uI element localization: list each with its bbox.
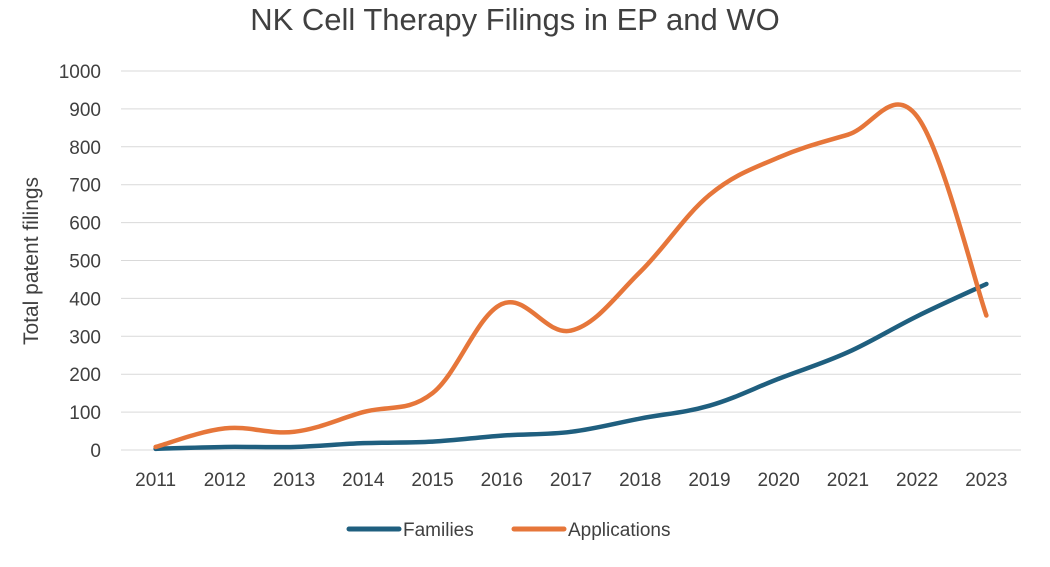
y-tick-label: 300: [69, 327, 101, 348]
x-tick-label: 2013: [273, 470, 315, 491]
data-point-families: [569, 429, 573, 434]
y-axis-label: Total patent filings: [20, 177, 43, 345]
x-axis-ticks: 2011 2012 2013 2014 2015 2016 2017 2018 2019 2020…: [135, 470, 1007, 491]
y-tick-label: 400: [69, 289, 101, 310]
x-tick-label: 2023: [965, 470, 1007, 491]
x-tick-label: 2014: [342, 470, 385, 491]
x-tick-label: 2022: [896, 470, 938, 491]
x-tick-label: 2019: [688, 470, 730, 491]
y-tick-label: 200: [69, 365, 101, 386]
x-tick-label: 2017: [550, 470, 592, 491]
y-tick-label: 1000: [59, 62, 101, 83]
y-axis-ticks: 0 100 200 300 400 500 600 700 800 900 1000: [59, 62, 101, 462]
data-point-families: [984, 281, 989, 286]
data-point-applications: [499, 302, 504, 307]
data-point-applications: [707, 192, 712, 197]
x-tick-label: 2011: [135, 470, 176, 491]
series-line-applications: [153, 102, 989, 450]
data-point-applications: [569, 328, 573, 333]
y-tick-label: 700: [69, 176, 101, 197]
data-point-families: [776, 376, 781, 381]
y-tick-label: 500: [69, 252, 101, 273]
series: [153, 102, 989, 452]
data-point-families: [707, 403, 712, 408]
data-point-applications: [222, 426, 227, 431]
y-tick-label: 800: [69, 138, 101, 159]
data-point-families: [499, 433, 504, 438]
data-point-applications: [984, 313, 989, 318]
data-point-families: [292, 444, 297, 449]
legend: Families Applications: [346, 520, 670, 541]
x-tick-label: 2021: [827, 470, 869, 491]
chart-title: NK Cell Therapy Filings in EP and WO: [250, 2, 780, 37]
data-point-applications: [430, 391, 435, 396]
legend-label-families: Families: [403, 520, 474, 541]
data-point-applications: [361, 410, 366, 415]
data-point-applications: [153, 444, 158, 449]
data-point-applications: [845, 132, 850, 137]
data-point-families: [222, 444, 227, 449]
legend-label-applications: Applications: [568, 520, 670, 541]
data-point-applications: [915, 114, 920, 119]
legend-item-applications: Applications: [511, 520, 670, 541]
legend-item-families: Families: [346, 520, 474, 541]
data-point-families: [430, 439, 435, 444]
data-point-families: [638, 416, 643, 421]
data-point-families: [361, 441, 366, 446]
data-point-applications: [776, 155, 781, 160]
series-line-families: [153, 281, 989, 452]
data-point-families: [915, 314, 920, 319]
data-point-applications: [638, 269, 643, 274]
gridlines: [121, 70, 1021, 451]
x-tick-label: 2018: [619, 470, 661, 491]
x-tick-label: 2015: [411, 470, 453, 491]
y-tick-label: 0: [90, 441, 101, 462]
data-point-families: [845, 350, 850, 355]
x-tick-label: 2016: [481, 470, 523, 491]
y-tick-label: 100: [69, 403, 101, 424]
data-point-applications: [292, 429, 297, 434]
y-tick-label: 900: [69, 100, 101, 121]
x-tick-label: 2020: [758, 470, 800, 491]
x-tick-label: 2012: [204, 470, 246, 491]
y-tick-label: 600: [69, 214, 101, 235]
